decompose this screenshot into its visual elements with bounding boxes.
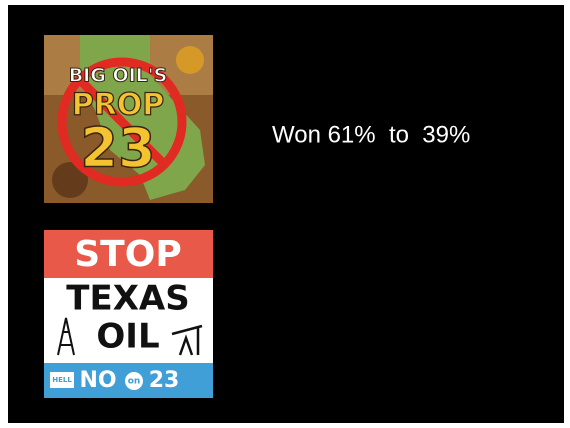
image-text: STOP bbox=[74, 234, 181, 275]
flag bbox=[50, 372, 74, 388]
prohibition-slash bbox=[76, 76, 168, 168]
stop-texas-oil-image: STOP TEXAS OIL HELL NO on 23 bbox=[44, 230, 213, 398]
prohibition-circle bbox=[57, 57, 187, 187]
image-text: on bbox=[128, 377, 141, 387]
pumpjack-icon bbox=[171, 324, 203, 356]
derrick-icon bbox=[57, 317, 75, 356]
prop23-image: BIG OIL'S PROP 23 bbox=[44, 35, 213, 203]
image-text: NO bbox=[79, 368, 116, 393]
image-text: PROP bbox=[72, 88, 165, 123]
image-text: OIL bbox=[96, 317, 159, 357]
image-text: TEXAS bbox=[66, 279, 189, 319]
image-text: BIG OIL'S bbox=[69, 65, 168, 87]
image-text: 23 bbox=[149, 368, 180, 393]
result-caption: Won 61% to 39% bbox=[272, 121, 470, 148]
on-badge bbox=[125, 372, 143, 390]
splash bbox=[52, 162, 88, 198]
image-text: HELL bbox=[52, 376, 72, 384]
image-text: 23 bbox=[80, 117, 155, 180]
red-band bbox=[44, 230, 213, 278]
splash bbox=[176, 46, 204, 74]
